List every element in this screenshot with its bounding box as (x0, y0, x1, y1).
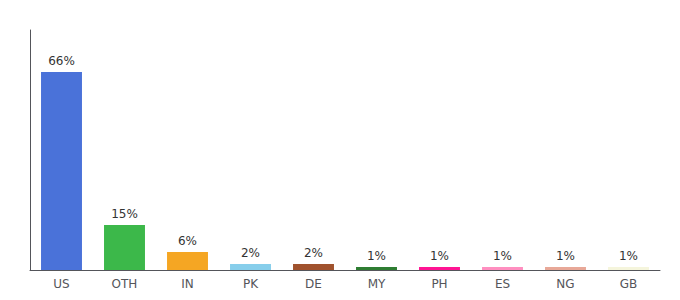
svg-text:1%: 1% (367, 249, 386, 263)
svg-text:66%: 66% (48, 54, 75, 68)
svg-text:MY: MY (368, 277, 386, 291)
svg-text:2%: 2% (304, 246, 323, 260)
svg-text:15%: 15% (111, 207, 138, 221)
svg-text:PH: PH (431, 277, 447, 291)
svg-text:IN: IN (181, 277, 194, 291)
svg-text:DE: DE (305, 277, 322, 291)
svg-text:1%: 1% (619, 249, 638, 263)
svg-text:1%: 1% (556, 249, 575, 263)
svg-text:US: US (53, 277, 69, 291)
svg-text:2%: 2% (241, 246, 260, 260)
svg-text:PK: PK (243, 277, 259, 291)
svg-text:OTH: OTH (112, 277, 138, 291)
svg-text:1%: 1% (493, 249, 512, 263)
svg-text:ES: ES (495, 277, 510, 291)
svg-text:6%: 6% (178, 234, 197, 248)
svg-text:NG: NG (556, 277, 574, 291)
svg-text:1%: 1% (430, 249, 449, 263)
svg-text:GB: GB (620, 277, 638, 291)
